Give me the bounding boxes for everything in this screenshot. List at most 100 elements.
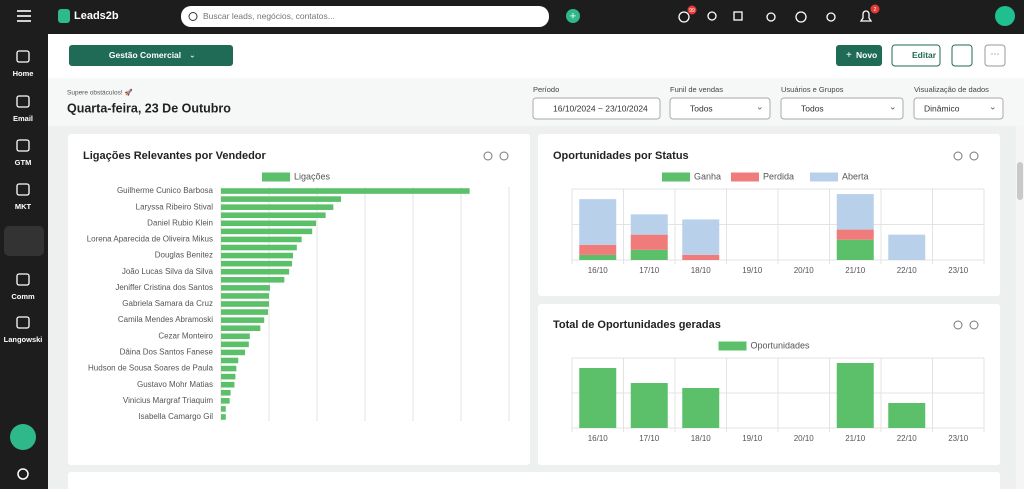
help-icon[interactable] [953,151,963,161]
chart-title: Oportunidades por Status [553,150,689,162]
bar [221,389,231,396]
x-tick-label: 17/10 [639,434,660,443]
bar [579,244,617,255]
card [68,472,1000,492]
filter-label: Usuários e Grupos [781,85,844,94]
edit-button[interactable] [891,44,941,67]
bar [682,219,720,255]
legend-swatch [718,341,747,351]
nav-icon[interactable] [16,273,30,286]
add-button[interactable] [566,9,580,23]
nav-icon[interactable] [16,139,30,152]
filter-value: Dinâmico [924,103,960,113]
bar [630,214,668,235]
legend-swatch [262,172,290,182]
y-tick-label: Gabriela Samara da Cruz [122,299,213,308]
x-tick-label: 23/10 [948,434,969,443]
y-tick-label: Isabella Camargo Gil [138,412,213,421]
bar [888,403,926,428]
legend-label: Aberta [842,171,869,181]
tips-button[interactable] [10,424,36,450]
dashboard-name: Gestão Comercial [109,50,181,60]
bar [221,333,250,340]
dashboard-select[interactable] [69,45,233,66]
bar [221,260,293,267]
more-icon: ··· [991,48,1000,58]
legend-label: Ligações [294,171,331,181]
x-tick-label: 21/10 [845,266,866,275]
nav-icon[interactable] [16,183,30,196]
x-tick-label: 23/10 [948,266,969,275]
bar [221,341,249,348]
plus: + [846,50,852,61]
bar [221,244,297,251]
filter-select[interactable] [913,97,1004,120]
bar [221,188,470,194]
x-tick-label: 16/10 [588,266,609,275]
filter-select[interactable] [780,97,904,120]
share-button[interactable] [951,44,973,67]
chevron: ⌄ [889,101,897,111]
legend-swatch [731,172,759,182]
bar [836,239,874,260]
x-tick-label: 21/10 [845,434,866,443]
new-label: Novo [856,50,877,60]
chart-title: Ligações Relevantes por Vendedor [83,150,267,162]
search[interactable] [181,6,549,27]
y-tick-label: Hudson de Sousa Soares de Paula [88,364,214,373]
clock-icon[interactable] [969,151,979,161]
avatar[interactable] [995,6,1015,26]
x-tick-label: 18/10 [691,266,712,275]
more-button[interactable] [984,44,1006,67]
bar [221,268,290,275]
nav-icon[interactable] [16,95,30,108]
filter-select[interactable] [669,97,771,120]
bar [221,414,226,420]
legend-label: Ganha [694,171,721,181]
badge-count: 2 [874,7,877,13]
sidebar [0,34,48,489]
y-tick-label: Daniel Rubio Klein [147,218,213,227]
bar [221,365,237,372]
help-icon[interactable] [483,151,493,161]
clock-icon[interactable] [969,320,979,330]
filter-select[interactable] [532,97,661,120]
search-placeholder: Buscar leads, negócios, contatos... [203,11,335,21]
bar [630,234,668,250]
menu-icon[interactable] [17,10,31,22]
x-tick-label: 18/10 [691,434,712,443]
scroll-thumb[interactable] [1017,162,1023,200]
y-tick-label: Camila Mendes Abramoski [118,315,213,324]
nav-icon[interactable] [16,50,30,63]
bar [221,381,235,388]
clock-icon[interactable] [499,151,509,161]
top-icons[interactable] [678,10,873,23]
filter-label: Funil de vendas [670,85,723,94]
nav-label: Home [13,69,34,78]
x-tick-label: 16/10 [588,434,609,443]
card [68,134,530,465]
y-tick-label: Guilherme Cunico Barbosa [117,186,214,195]
y-tick-label: João Lucas Silva da Silva [122,267,214,276]
filter-value: Todos [801,103,824,113]
bar [579,368,617,428]
filter-value: Todos [690,103,713,113]
x-tick-label: 22/10 [897,434,918,443]
bar [221,276,285,283]
bar [221,228,313,235]
bar [682,254,720,260]
filter-label: Visualização de dados [914,85,989,94]
legend-swatch [810,172,838,182]
nav-label: MKT [15,202,32,211]
nav-icon[interactable] [16,316,30,329]
help-icon[interactable] [953,320,963,330]
nav-label: Langowski [4,335,43,344]
y-tick-label: Gustavo Mohr Matias [137,380,213,389]
y-tick-label: Lorena Aparecida de Oliveira Mikus [87,235,213,244]
settings-icon[interactable] [17,468,29,480]
new-button[interactable] [836,45,882,66]
bar [221,285,270,291]
x-tick-label: 19/10 [742,266,763,275]
chevron: ⌄ [756,101,764,111]
bar [836,229,874,240]
